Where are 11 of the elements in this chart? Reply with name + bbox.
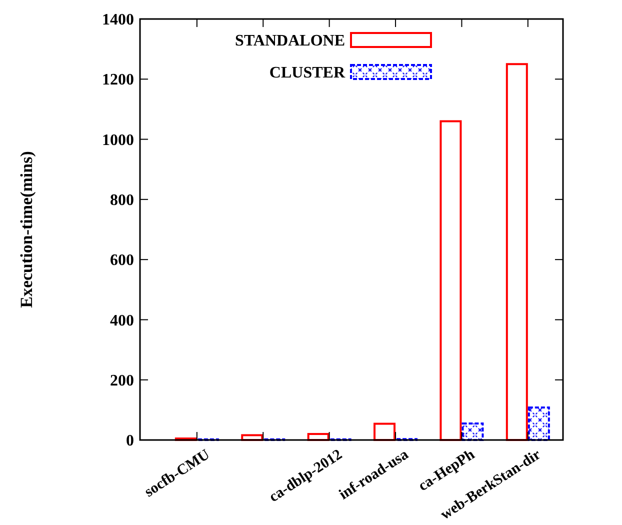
y-tick-label: 0 (126, 432, 134, 450)
y-tick-label: 1400 (102, 12, 134, 29)
y-tick-label: 1000 (102, 132, 134, 149)
y-tick-label: 200 (110, 372, 134, 390)
legend-label: CLUSTER (269, 64, 346, 82)
y-axis-title: Execution-time(mins) (17, 151, 36, 308)
y-tick-label: 800 (110, 192, 134, 210)
legend-label: STANDALONE (235, 32, 345, 50)
y-tick-label: 1200 (102, 72, 134, 89)
y-tick-label: 400 (110, 312, 134, 330)
y-tick-label: 600 (110, 252, 134, 270)
